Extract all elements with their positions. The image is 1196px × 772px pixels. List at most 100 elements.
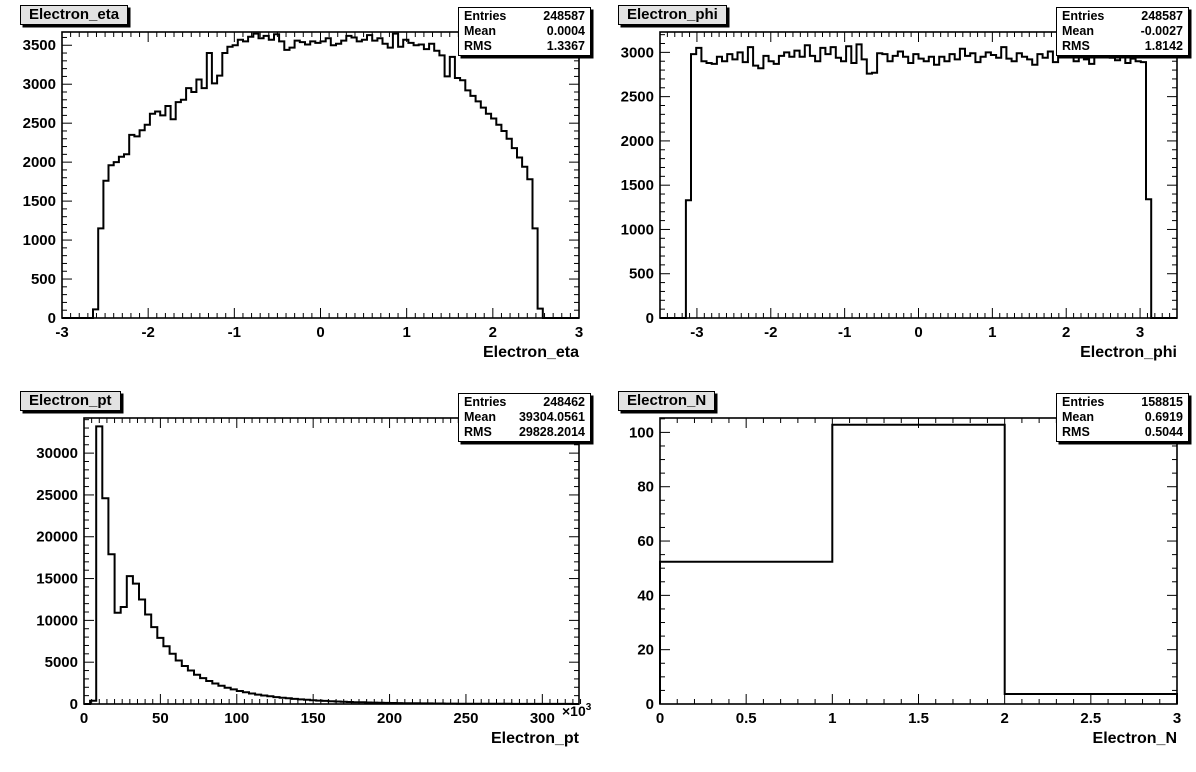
stats-value: 0.5044 — [1144, 425, 1183, 439]
x-tick-label: 3 — [1136, 324, 1144, 341]
x-tick-label: -2 — [764, 324, 777, 341]
stats-row-mean: Mean 0.6919 — [1057, 410, 1188, 425]
stats-label: RMS — [464, 425, 492, 439]
histogram-title: Electron_pt — [29, 392, 112, 409]
x-axis-title: Electron_pt — [491, 730, 580, 747]
stats-row-mean: Mean -0.0027 — [1057, 24, 1188, 39]
plot-frame — [659, 417, 1178, 705]
stats-value: 0.0004 — [546, 24, 585, 38]
stats-label: Entries — [1062, 395, 1105, 409]
x-tick-label: -3 — [55, 324, 68, 341]
y-tick-label: 1000 — [23, 232, 56, 249]
x-tick-label: 100 — [224, 710, 249, 727]
y-tick-label: 1000 — [621, 221, 654, 238]
y-tick-label: 1500 — [621, 177, 654, 194]
x-tick-label: 3 — [575, 324, 583, 341]
histogram-title: Electron_eta — [29, 6, 120, 23]
pad-electron-eta: -3 -2 -1 0 1 2 3 0 500 1000 1500 2000 2500 3000 3500 El… — [0, 0, 598, 386]
pad-electron-phi: -3 -2 -1 0 1 2 3 0 500 1000 1500 2000 2500 3000 Electr… — [598, 0, 1196, 386]
stats-row-mean: Mean 0.0004 — [459, 24, 590, 39]
histogram-line — [84, 425, 579, 705]
y-tick-label: 10000 — [36, 612, 78, 629]
stats-row-entries: Entries 248587 — [459, 9, 590, 24]
y-tick-label: 25000 — [36, 487, 78, 504]
y-tick-label: 15000 — [36, 571, 78, 588]
axis-ticks — [61, 32, 580, 319]
y-tick-label: 2000 — [23, 154, 56, 171]
stats-label: RMS — [1062, 39, 1090, 53]
x-tick-label: 250 — [453, 710, 478, 727]
stats-box: Entries 248587 Mean -0.0027 RMS 1.8142 — [1056, 7, 1189, 56]
histogram-title: Electron_phi — [627, 6, 718, 23]
stats-label: Entries — [464, 395, 507, 409]
plot-frame — [659, 31, 1178, 319]
stats-label: RMS — [1062, 425, 1090, 439]
x-axis-multiplier: ×103 — [562, 702, 592, 719]
histogram-title-box: Electron_N — [618, 391, 716, 411]
y-tick-label: 3000 — [23, 76, 56, 93]
pad-electron-n: 0 0.5 1 1.5 2 2.5 3 0 20 40 60 80 100 Electron_N Elec… — [598, 386, 1196, 772]
stats-value: 1.8142 — [1144, 39, 1183, 53]
axis-ticks — [83, 418, 582, 705]
stats-label: Mean — [1062, 24, 1094, 38]
y-tick-label: 500 — [629, 266, 654, 283]
histogram-line — [659, 423, 1178, 704]
x-tick-label: 200 — [377, 710, 402, 727]
y-tick-label: 1500 — [23, 193, 56, 210]
histogram-plot-electron-phi: -3 -2 -1 0 1 2 3 0 500 1000 1500 2000 2500 3000 Electr… — [621, 31, 1178, 361]
y-tick-label: 60 — [637, 533, 654, 550]
y-tick-label: 500 — [31, 271, 56, 288]
stats-row-mean: Mean 39304.0561 — [459, 410, 590, 425]
stats-box: Entries 158815 Mean 0.6919 RMS 0.5044 — [1056, 393, 1189, 442]
pad-electron-pt: 0 50 100 150 200 250 300 0 5000 10000 15000 20000 25… — [0, 386, 598, 772]
y-tick-label: 2500 — [621, 89, 654, 106]
x-tick-label: 2.5 — [1080, 710, 1101, 727]
histogram-line — [62, 32, 579, 319]
y-tick-label: 80 — [637, 479, 654, 496]
histogram-line — [660, 43, 1177, 319]
stats-value: 39304.0561 — [518, 410, 585, 424]
stats-value: 248587 — [543, 9, 585, 23]
x-tick-label: 2 — [1062, 324, 1070, 341]
histogram-title: Electron_N — [627, 392, 707, 409]
y-tick-label: 3500 — [23, 37, 56, 54]
x-tick-label: 0 — [914, 324, 922, 341]
x-tick-label: 0.5 — [736, 710, 757, 727]
x-tick-label: 0 — [80, 710, 88, 727]
x-tick-label: -3 — [690, 324, 703, 341]
histogram-plot-electron-eta: -3 -2 -1 0 1 2 3 0 500 1000 1500 2000 2500 3000 3500 El… — [23, 31, 583, 361]
x-axis-title: Electron_N — [1093, 730, 1177, 747]
stats-label: Entries — [464, 9, 507, 23]
x-tick-label: 50 — [152, 710, 169, 727]
stats-value: 29828.2014 — [518, 425, 585, 439]
x-tick-label: 150 — [301, 710, 326, 727]
stats-row-rms: RMS 0.5044 — [1057, 425, 1188, 440]
stats-label: Mean — [464, 24, 496, 38]
x-tick-label: 2 — [1000, 710, 1008, 727]
stats-value: 248587 — [1141, 9, 1183, 23]
y-tick-label: 20 — [637, 642, 654, 659]
stats-label: Mean — [1062, 410, 1094, 424]
y-tick-label: 40 — [637, 587, 654, 604]
x-tick-label: -1 — [838, 324, 851, 341]
stats-value: 248462 — [543, 395, 585, 409]
stats-box: Entries 248462 Mean 39304.0561 RMS 29828… — [458, 393, 591, 442]
y-tick-label: 0 — [48, 310, 56, 327]
stats-value: -0.0027 — [1140, 24, 1183, 38]
stats-row-rms: RMS 1.3367 — [459, 39, 590, 54]
stats-row-rms: RMS 29828.2014 — [459, 425, 590, 440]
plot-frame — [61, 31, 580, 319]
histogram-plot-electron-pt: 0 50 100 150 200 250 300 0 5000 10000 15000 20000 25… — [36, 417, 592, 747]
stats-row-entries: Entries 158815 — [1057, 395, 1188, 410]
stats-label: RMS — [464, 39, 492, 53]
x-tick-label: 1 — [402, 324, 410, 341]
stats-label: Mean — [464, 410, 496, 424]
plot-frame — [83, 417, 580, 705]
histogram-title-box: Electron_phi — [618, 5, 727, 25]
y-tick-label: 0 — [646, 696, 654, 713]
x-tick-label: 3 — [1173, 710, 1181, 727]
y-tick-label: 2000 — [621, 133, 654, 150]
x-tick-label: 1.5 — [908, 710, 929, 727]
stats-value: 0.6919 — [1144, 410, 1183, 424]
